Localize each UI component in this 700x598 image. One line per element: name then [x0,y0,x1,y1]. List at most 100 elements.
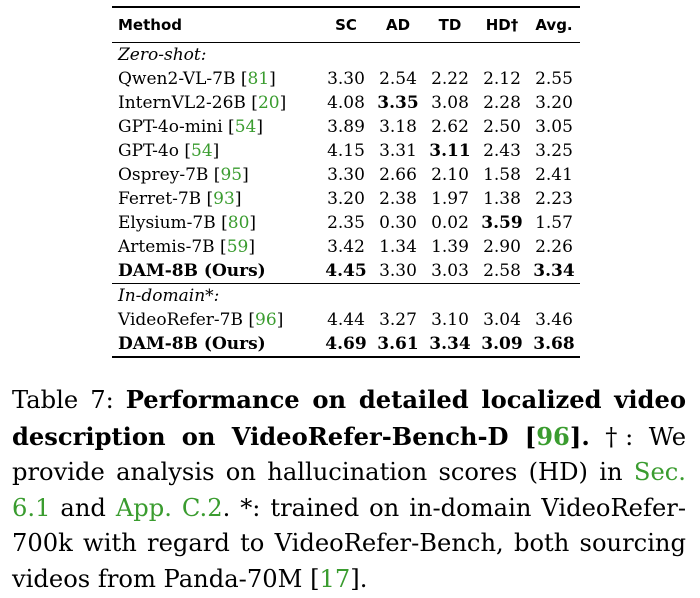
method-name: DAM-8B (Ours) [118,334,266,354]
score-hd: 3.04 [483,310,521,330]
method-name: DAM-8B (Ours) [118,261,266,281]
header-hd: HD† [485,16,519,34]
table-header-row: Method SC AD TD HD† Avg. [112,8,580,42]
method-name: Artemis-7B [118,237,215,257]
caption-text-3: . *: trained on in-domain VideoRefer-700… [12,493,686,593]
score-hd: 3.59 [481,213,523,233]
table-row: VideoRefer-7B [96] 4.44 3.27 3.10 3.04 3.46 [112,308,580,332]
method-name: VideoRefer-7B [118,310,243,330]
method-name: Elysium-7B [118,213,216,233]
section-label-row: Zero-shot: [112,43,580,67]
method-name: Ferret-7B [118,189,202,209]
header-method: Method [118,16,182,34]
score-avg: 2.41 [535,165,573,185]
citation-link[interactable]: 93 [213,189,235,209]
score-avg: 3.05 [535,117,573,137]
header-rule [112,42,580,43]
method-cell: Elysium-7B [80] [118,213,257,233]
score-avg: 3.46 [535,310,573,330]
table-top-rule [112,6,580,8]
score-td: 3.03 [431,261,469,281]
section-separator [112,283,580,284]
score-ad: 0.30 [379,213,417,233]
score-avg: 3.34 [533,261,575,281]
score-td: 3.10 [431,310,469,330]
score-sc: 4.44 [327,310,365,330]
method-cell: Artemis-7B [59] [118,237,255,257]
method-cell: Qwen2-VL-7B [81] [118,69,276,89]
score-hd: 2.28 [483,93,521,113]
section-rule [112,283,580,284]
citation-link[interactable]: 80 [227,213,250,233]
score-sc: 4.15 [327,141,365,161]
citation-link[interactable]: 54 [234,117,257,137]
score-ad: 3.31 [379,141,417,161]
method-cell: DAM-8B (Ours) [112,332,320,356]
score-hd: 1.38 [483,189,521,209]
caption-text-1: †: We provide analysis on hallucination … [12,422,687,487]
method-cell: Osprey-7B [95] [118,165,249,185]
method-name: Osprey-7B [118,165,209,185]
section-link[interactable]: Sec. 6.1 [12,458,686,522]
table-row: InternVL2-26B [20] 4.08 3.35 3.08 2.28 3.20 [112,91,580,115]
score-td: 1.97 [431,189,469,209]
method-name: GPT-4o-mini [118,117,223,137]
citation-link[interactable]: 54 [191,141,213,161]
citation-link[interactable]: 81 [247,69,270,89]
score-avg: 2.26 [535,237,573,257]
score-sc: 4.08 [327,93,365,113]
appendix-link[interactable]: App. C.2 [115,493,223,522]
score-sc: 3.20 [327,189,365,209]
citation-link[interactable]: 59 [226,237,249,257]
method-name: InternVL2-26B [118,93,246,113]
score-sc: 3.42 [327,237,365,257]
score-hd: 2.58 [483,261,521,281]
score-avg: 3.25 [535,141,573,161]
table-bottom-rule [112,356,580,358]
score-avg: 2.23 [535,189,573,209]
method-cell: GPT-4o [54] [118,141,220,161]
method-cell: InternVL2-26B [20] [118,93,287,113]
score-ad: 2.66 [379,165,417,185]
table-row: GPT-4o-mini [54] 3.89 3.18 2.62 2.50 3.05 [112,115,580,139]
score-avg: 3.68 [533,334,575,354]
results-table: Method SC AD TD HD† Avg. Zero-shot: Qwen2… [112,8,580,356]
score-ad: 2.54 [379,69,417,89]
score-avg: 2.55 [535,69,573,89]
score-td: 3.34 [429,334,471,354]
table-row: DAM-8B (Ours) 4.69 3.61 3.34 3.09 3.68 [112,332,580,356]
table-row: Osprey-7B [95] 3.30 2.66 2.10 1.58 2.41 [112,163,580,187]
table-row: GPT-4o [54] 4.15 3.31 3.11 2.43 3.25 [112,139,580,163]
score-hd: 2.50 [483,117,521,137]
panda-citation-link[interactable]: 17 [319,564,351,593]
citation-link[interactable]: 95 [220,165,243,185]
score-td: 1.39 [431,237,469,257]
header-separator [112,42,580,43]
score-sc: 4.45 [325,261,367,281]
score-ad: 3.30 [379,261,417,281]
table-row: Artemis-7B [59] 3.42 1.34 1.39 2.90 2.26 [112,235,580,259]
score-ad: 2.38 [379,189,417,209]
score-td: 2.10 [431,165,469,185]
score-ad: 3.18 [379,117,417,137]
citation-link[interactable]: 96 [255,310,277,330]
score-sc: 3.89 [327,117,365,137]
citation-link[interactable]: 20 [257,93,280,113]
header-avg: Avg. [535,16,573,34]
caption-citation-link[interactable]: 96 [536,421,570,451]
section-label-row: In-domain*: [112,284,580,308]
table-row: Ferret-7B [93] 3.20 2.38 1.97 1.38 2.23 [112,187,580,211]
caption-text-2: and [50,493,116,522]
caption-title: Performance on detailed localized video … [12,385,686,451]
table-row: DAM-8B (Ours) 4.45 3.30 3.03 2.58 3.34 [112,259,580,283]
score-ad: 3.27 [379,310,417,330]
caption-label: Table 7: [12,386,114,414]
method-name: Qwen2-VL-7B [118,69,236,89]
section-label: Zero-shot: [118,45,207,65]
table-row: Elysium-7B [80] 2.35 0.30 0.02 3.59 1.57 [112,211,580,235]
header-ad: AD [385,16,411,34]
score-avg: 3.20 [535,93,573,113]
method-cell: DAM-8B (Ours) [112,259,320,283]
score-hd: 2.43 [483,141,521,161]
score-td: 3.08 [431,93,469,113]
